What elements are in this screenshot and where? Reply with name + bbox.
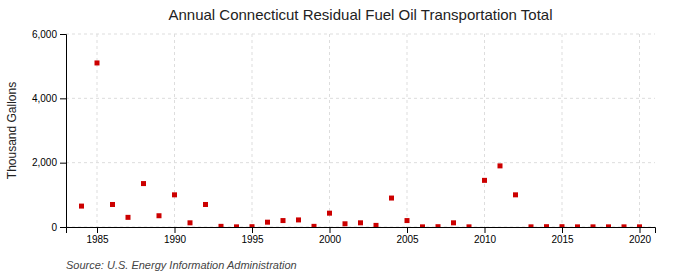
annotation: Source: U.S. Energy Information Administ… bbox=[66, 259, 297, 271]
point bbox=[95, 60, 100, 65]
point bbox=[281, 218, 286, 223]
x-tick: 2000 bbox=[319, 227, 342, 245]
grid-line-x bbox=[252, 34, 253, 227]
x-axis: 1985 1990 1995 2000 2005 2010 2015 2020 bbox=[67, 227, 656, 245]
point bbox=[529, 224, 534, 227]
point bbox=[591, 224, 596, 227]
grid-line-x bbox=[639, 34, 640, 227]
y-tick-mark bbox=[60, 163, 66, 164]
chart: 1985 1990 1995 2000 2005 2010 2015 2020 0 2,000 4,… bbox=[0, 0, 675, 275]
x-tick-mark bbox=[562, 227, 563, 233]
point bbox=[544, 224, 549, 227]
y-tick: 6,000 bbox=[32, 29, 66, 40]
point bbox=[575, 224, 580, 227]
x-tick-mark bbox=[97, 227, 98, 233]
x-tick: 1990 bbox=[164, 227, 187, 245]
x-tick: 1995 bbox=[241, 227, 264, 245]
x-tick-mark bbox=[640, 227, 641, 233]
y-axis-line bbox=[60, 35, 67, 228]
point bbox=[560, 224, 565, 227]
y-axis: 0 2,000 4,000 6,000 bbox=[32, 29, 67, 233]
y-tick-label: 2,000 bbox=[32, 157, 57, 168]
y-tick: 2,000 bbox=[32, 157, 66, 168]
x-tick-label: 1985 bbox=[86, 234, 109, 245]
point bbox=[467, 224, 472, 227]
point bbox=[498, 163, 503, 168]
grid bbox=[66, 34, 655, 227]
point bbox=[219, 224, 224, 227]
point bbox=[327, 211, 332, 216]
plot: 1985 1990 1995 2000 2005 2010 2015 2020 0 2,000 4,… bbox=[32, 29, 656, 245]
x-tick-label: 1990 bbox=[164, 234, 187, 245]
x-tick-label: 2015 bbox=[551, 234, 574, 245]
grid-line-x bbox=[174, 34, 175, 227]
point bbox=[265, 220, 270, 225]
point bbox=[234, 224, 239, 227]
y-tick-mark bbox=[60, 34, 66, 35]
x-tick: 2020 bbox=[629, 227, 652, 245]
point bbox=[296, 217, 301, 222]
point bbox=[358, 220, 363, 225]
grid-line-y bbox=[66, 98, 655, 99]
x-tick: 2005 bbox=[396, 227, 419, 245]
point bbox=[436, 224, 441, 227]
grid-line-x bbox=[562, 34, 563, 227]
point bbox=[126, 215, 131, 220]
grid-line-y bbox=[66, 162, 655, 163]
y-tick-label: 6,000 bbox=[32, 29, 57, 40]
point bbox=[637, 224, 642, 227]
point bbox=[482, 178, 487, 183]
marks bbox=[79, 60, 642, 227]
point bbox=[203, 202, 208, 207]
point bbox=[312, 224, 317, 227]
x-tick-mark bbox=[407, 227, 408, 233]
point bbox=[250, 224, 255, 227]
point bbox=[389, 196, 394, 201]
grid-line-x bbox=[484, 34, 485, 227]
x-tick: 2010 bbox=[474, 227, 497, 245]
y-tick: 4,000 bbox=[32, 93, 66, 104]
point bbox=[172, 192, 177, 197]
grid-line-x bbox=[329, 34, 330, 227]
point bbox=[606, 224, 611, 227]
x-tick-mark bbox=[252, 227, 253, 233]
point bbox=[420, 224, 425, 227]
x-tick-label: 2005 bbox=[396, 234, 419, 245]
y-tick-label: 4,000 bbox=[32, 93, 57, 104]
x-tick-mark bbox=[485, 227, 486, 233]
x-tick-label: 1995 bbox=[241, 234, 264, 245]
y-axis-title: Thousand Gallons bbox=[5, 82, 19, 179]
grid-line-x bbox=[407, 34, 408, 227]
point bbox=[157, 213, 162, 218]
point bbox=[343, 221, 348, 226]
grid-line-y bbox=[66, 34, 655, 35]
point bbox=[622, 224, 627, 227]
x-tick: 1985 bbox=[86, 227, 109, 245]
point bbox=[79, 204, 84, 209]
point bbox=[513, 192, 518, 197]
y-tick-mark bbox=[60, 227, 66, 228]
x-tick-label: 2020 bbox=[629, 234, 652, 245]
y-tick-label: 0 bbox=[51, 222, 57, 233]
point bbox=[405, 218, 410, 223]
point bbox=[141, 181, 146, 186]
point bbox=[188, 220, 193, 225]
x-tick-label: 2000 bbox=[319, 234, 342, 245]
x-tick-label: 2010 bbox=[474, 234, 497, 245]
point bbox=[451, 220, 456, 225]
y-tick: 0 bbox=[51, 222, 66, 233]
x-tick: 2015 bbox=[551, 227, 574, 245]
x-axis-line bbox=[67, 228, 656, 234]
x-tick-mark bbox=[330, 227, 331, 233]
title: Annual Connecticut Residual Fuel Oil Tra… bbox=[168, 6, 552, 23]
x-tick-mark bbox=[175, 227, 176, 233]
y-tick-mark bbox=[60, 98, 66, 99]
point bbox=[110, 202, 115, 207]
point bbox=[374, 223, 379, 227]
